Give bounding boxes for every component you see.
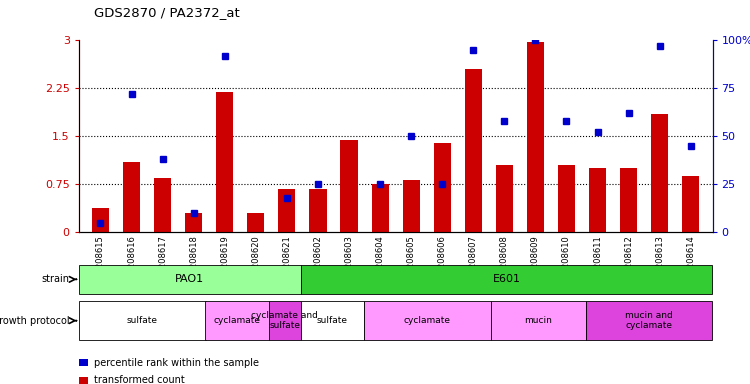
Text: E601: E601 (493, 274, 520, 285)
Text: GDS2870 / PA2372_at: GDS2870 / PA2372_at (94, 6, 239, 19)
Text: percentile rank within the sample: percentile rank within the sample (94, 358, 259, 368)
Bar (216, 91, 233, 232)
Text: cyclamate: cyclamate (214, 316, 261, 325)
Text: cyclamate: cyclamate (404, 316, 451, 325)
Bar (496, 165, 513, 232)
Bar (527, 42, 544, 232)
Bar (589, 168, 606, 232)
Text: sulfate: sulfate (127, 316, 158, 325)
Bar (371, 184, 388, 232)
Text: mucin and
cyclamate: mucin and cyclamate (626, 311, 673, 330)
Bar (310, 189, 326, 232)
Text: cyclamate and
sulfate: cyclamate and sulfate (251, 311, 318, 330)
Bar (465, 69, 482, 232)
Text: PAO1: PAO1 (175, 274, 204, 285)
Bar (185, 213, 202, 232)
Bar (154, 178, 171, 232)
Bar (248, 213, 264, 232)
Text: sulfate: sulfate (316, 316, 348, 325)
Bar (651, 114, 668, 232)
Bar (682, 176, 699, 232)
Bar (92, 208, 109, 232)
Text: growth protocol: growth protocol (0, 316, 70, 326)
Bar (620, 168, 638, 232)
Bar (403, 180, 420, 232)
Text: mucin: mucin (524, 316, 552, 325)
Bar (123, 162, 140, 232)
Text: transformed count: transformed count (94, 375, 184, 384)
Bar (558, 165, 575, 232)
Bar (433, 143, 451, 232)
Text: strain: strain (42, 274, 70, 285)
Bar (278, 189, 296, 232)
Bar (340, 139, 358, 232)
